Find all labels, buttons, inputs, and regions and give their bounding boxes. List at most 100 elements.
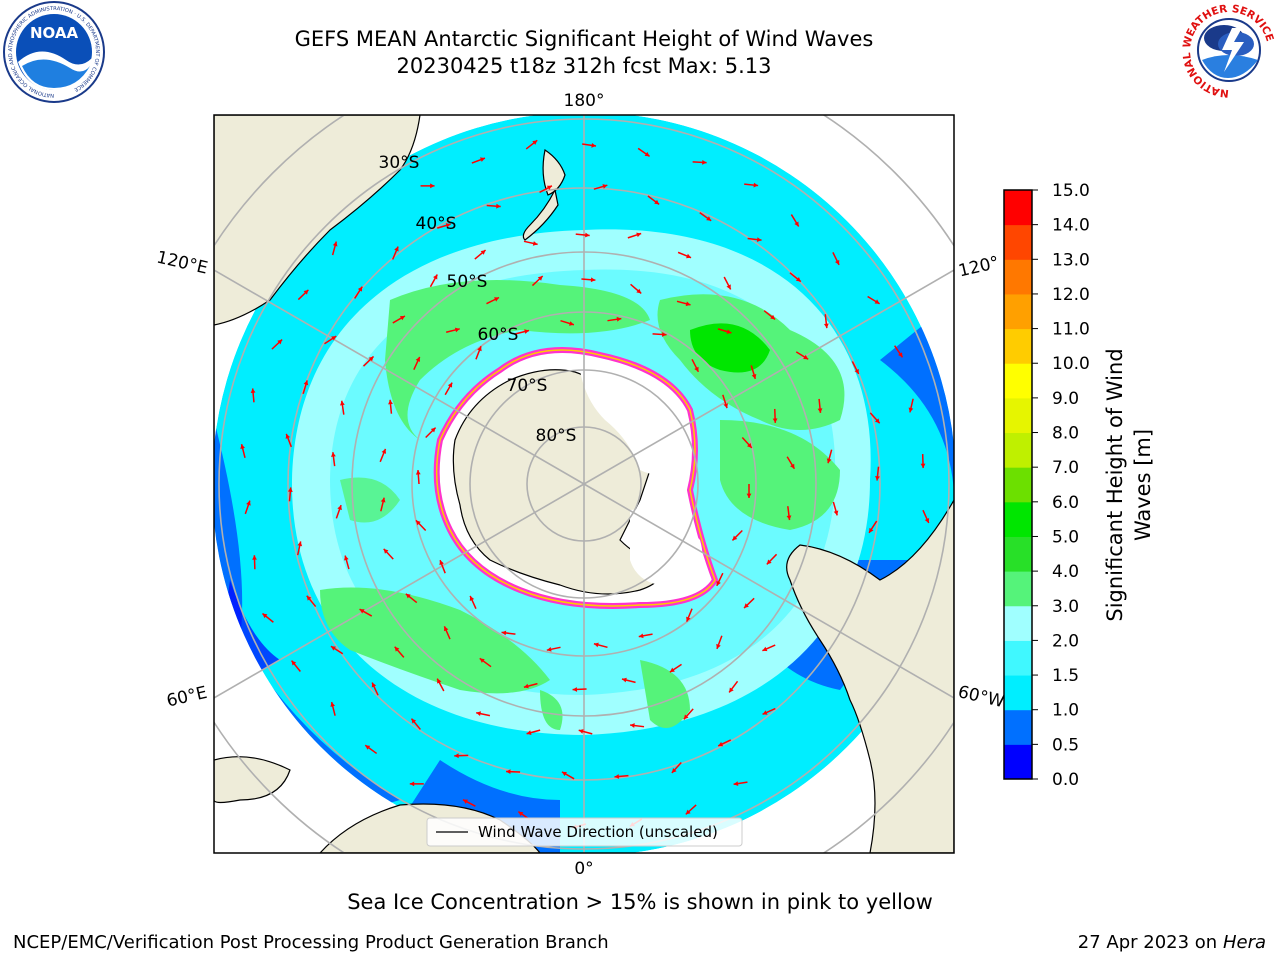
arrow-head-icon (726, 284, 731, 290)
lon-label-right-lower: 60°W (956, 682, 1006, 712)
colorbar-segment (1004, 328, 1032, 364)
arrow-head-icon (661, 332, 667, 337)
arrow-head-icon (415, 470, 421, 475)
arrow-head-icon (744, 603, 749, 609)
arrow-head-icon (388, 399, 393, 405)
colorbar-segment (1004, 536, 1032, 572)
colorbar-tick-label: 15.0 (1052, 181, 1090, 201)
arrow-head-icon (526, 730, 532, 735)
arrow-head-icon (445, 223, 451, 228)
colorbar-tick-label: 12.0 (1052, 285, 1090, 305)
colorbar-segment (1004, 224, 1032, 260)
arrow-head-icon (671, 768, 677, 773)
colorbar: 0.0 0.5 1.0 1.5 2.0 3.0 4.0 5.0 6.0 7.0 8.0 9.0 10.0… (1003, 181, 1090, 790)
arrow-head-icon (496, 203, 501, 209)
arrow-head-icon (869, 527, 874, 533)
lon-label-right-upper: 120° (957, 253, 1001, 282)
arrow-head-icon (405, 593, 411, 599)
arrow-head-icon (494, 297, 500, 302)
arrow-head-icon (437, 678, 442, 684)
footer-date: 27 Apr 2023 on Hera (1078, 932, 1266, 953)
noaa-logo-text: NOAA (30, 24, 79, 42)
lon-label-left-upper: 120°E (155, 248, 210, 279)
colorbar-segment (1004, 467, 1032, 503)
arrow-head-icon (297, 541, 303, 547)
arrow-head-icon (433, 274, 438, 280)
arrow-head-icon (454, 753, 459, 759)
arrow-head-icon (411, 718, 417, 724)
arrow-head-icon (751, 373, 757, 379)
arrow-head-icon (795, 276, 801, 282)
lon-label-left-lower: 60°E (165, 683, 209, 712)
arrow-head-icon (344, 555, 349, 561)
arrow-head-icon (732, 535, 738, 541)
colorbar-segment (1004, 397, 1032, 434)
arrow-head-icon (726, 329, 732, 334)
arrow-head-icon (303, 289, 309, 295)
arrow-head-icon (415, 356, 421, 362)
arrow-head-icon (430, 427, 436, 433)
arrow-head-icon (331, 336, 337, 341)
meridians (214, 115, 954, 853)
arrow-head-icon (469, 595, 475, 601)
arrow-head-icon (332, 241, 338, 247)
arrow-head-icon (561, 771, 567, 777)
arrow-head-icon (240, 444, 245, 450)
arrow-head-icon (669, 667, 675, 673)
arrow-head-icon (340, 400, 345, 406)
arrow-head-icon (753, 182, 759, 188)
arrow-head-icon (285, 433, 291, 439)
arrow-head-icon (591, 142, 597, 148)
colorbar-tick-label: 3.0 (1052, 597, 1079, 617)
arrow-head-icon (686, 616, 691, 622)
arrow-head-icon (790, 463, 795, 469)
arrow-head-icon (415, 520, 421, 526)
colorbar-segment (1004, 363, 1032, 399)
arrow-head-icon (854, 368, 859, 374)
colorbar-label-line1: Significant Height of Wind (1103, 348, 1127, 621)
arrow-head-icon (590, 277, 596, 283)
colorbar-segment (1004, 501, 1032, 537)
arrow-head-icon (572, 687, 578, 692)
arrow-head-icon (817, 408, 823, 413)
arrow-head-icon (330, 702, 336, 707)
footer-machine: Hera (1222, 932, 1266, 953)
footer-date-text: 27 Apr 2023 on (1077, 932, 1223, 953)
arrow-head-icon (638, 633, 644, 639)
colorbar-tick-label: 8.0 (1052, 424, 1079, 444)
arrow-head-icon (262, 613, 268, 619)
arrow-head-icon (277, 339, 283, 345)
arrow-head-icon (723, 403, 728, 409)
lon-label-bottom: 0° (574, 859, 593, 879)
arrow-head-icon (439, 560, 444, 566)
arrow-head-icon (630, 723, 635, 728)
arrow-head-icon (733, 781, 739, 786)
lat-label-50s: 50°S (447, 272, 488, 292)
arrow-head-icon (524, 329, 530, 334)
arrow-head-icon (394, 246, 399, 252)
colorbar-tick-label: 13.0 (1052, 250, 1090, 270)
arrow-head-icon (523, 683, 529, 689)
arrow-head-icon (443, 626, 449, 632)
colorbar-label-line2: Waves [m] (1131, 429, 1155, 541)
lat-label-60s: 60°S (478, 325, 519, 345)
arrow-head-icon (644, 151, 650, 157)
arrow-head-icon (621, 677, 627, 683)
colorbar-tick-label: 9.0 (1052, 389, 1079, 409)
arrow-head-icon (747, 442, 752, 448)
chart-title: GEFS MEAN Antarctic Significant Height o… (294, 27, 874, 51)
lat-label-40s: 40°S (416, 214, 457, 234)
colorbar-segment (1004, 640, 1032, 676)
colorbar-tick-label: 0.0 (1052, 770, 1079, 790)
noaa-logo: NOAA NATIONAL OCEANIC AND ATMOSPHERIC AD… (3, 1, 105, 103)
colorbar-tick-label: 1.0 (1052, 701, 1079, 721)
arrow-head-icon (477, 346, 482, 352)
arrow-head-icon (371, 682, 377, 688)
arrow-head-icon (772, 418, 778, 423)
arrow-head-icon (716, 580, 721, 586)
arrow-head-icon (616, 316, 622, 322)
arrow-head-icon (766, 559, 772, 565)
colorbar-segment (1004, 709, 1032, 745)
arrow-head-icon (924, 518, 930, 523)
